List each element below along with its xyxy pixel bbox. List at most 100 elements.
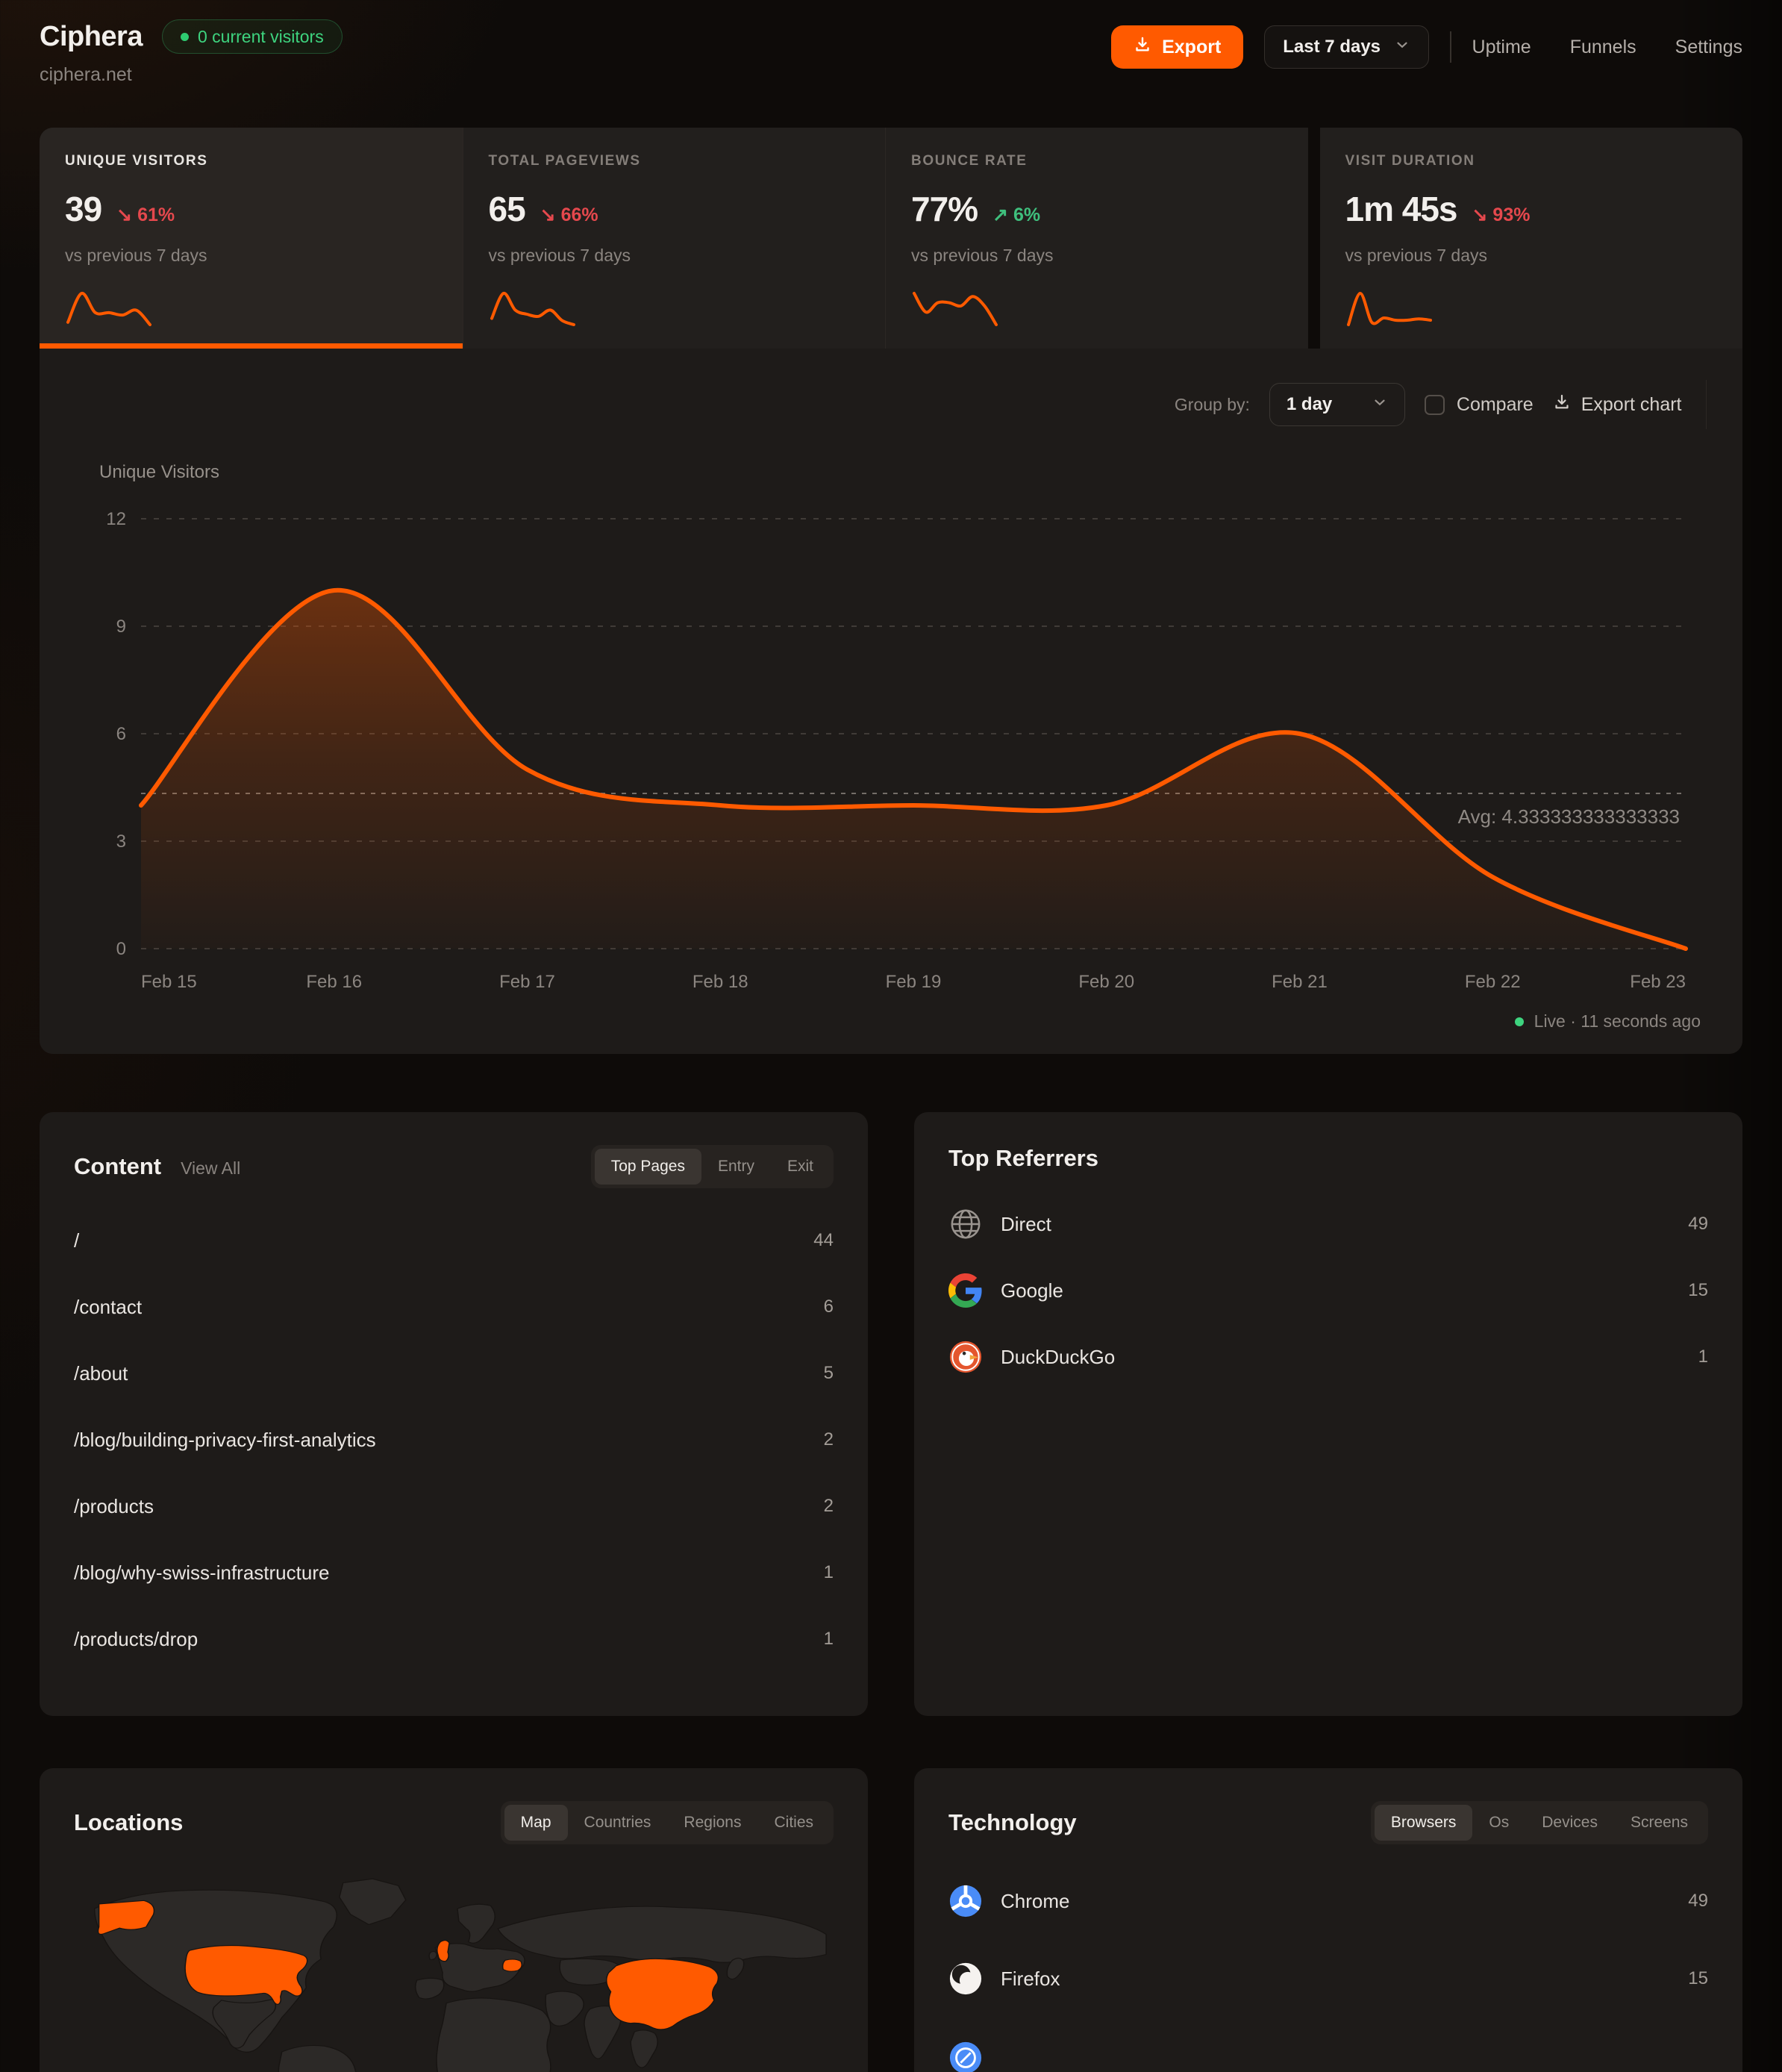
nav-settings[interactable]: Settings <box>1675 36 1742 57</box>
stat-label: VISIT DURATION <box>1345 153 1475 169</box>
tab-browsers[interactable]: Browsers <box>1374 1805 1473 1841</box>
tab-exit[interactable]: Exit <box>771 1149 830 1185</box>
tab-screens[interactable]: Screens <box>1614 1805 1704 1841</box>
current-visitors-badge[interactable]: 0 current visitors <box>161 19 343 54</box>
map-region-alaska <box>97 1900 155 1935</box>
live-status-text: Live · 11 seconds ago <box>1534 1011 1701 1031</box>
trend-down-icon: ↘ <box>1472 205 1488 225</box>
tab-map[interactable]: Map <box>504 1805 568 1841</box>
chart-series-title: Unique Visitors <box>99 462 219 482</box>
compare-toggle[interactable]: Compare <box>1424 393 1534 416</box>
tab-countries[interactable]: Countries <box>568 1805 668 1841</box>
map-region-china <box>605 1958 719 2030</box>
stats-gap <box>1307 128 1320 349</box>
current-visitors-label: 0 current visitors <box>197 26 324 46</box>
tab-regions[interactable]: Regions <box>667 1805 757 1841</box>
header-controls: Export Last 7 days Uptime Funnels Settin… <box>1111 25 1742 69</box>
content-referrers-row: Content View All Top Pages Entry Exit /4… <box>40 1112 1742 1716</box>
svg-text:Feb 17: Feb 17 <box>499 972 555 992</box>
top-pages-list: /44 /contact 6 /about 5 /blog/building-pri… <box>74 1218 834 1683</box>
page-row[interactable]: /products 2 <box>74 1494 834 1517</box>
referrers-list: Direct 49 Google 15 <box>948 1202 1708 1401</box>
stat-value: 1m 45s <box>1345 190 1458 228</box>
compare-label: Compare <box>1456 393 1534 415</box>
browser-row[interactable]: Chrome 49 <box>948 1879 1708 1923</box>
tab-entry[interactable]: Entry <box>701 1149 771 1185</box>
browser-icon <box>949 2041 982 2072</box>
analytics-panel: UNIQUE VISITORS 39 ↘ 61% vs previous 7 d… <box>40 128 1742 1054</box>
referrer-row[interactable]: DuckDuckGo 1 <box>948 1335 1708 1379</box>
technology-tabs: Browsers Os Devices Screens <box>1370 1801 1708 1844</box>
stat-card-visit-duration[interactable]: VISIT DURATION 1m 45s ↘ 93% vs previous … <box>1319 128 1742 349</box>
compare-checkbox[interactable] <box>1424 394 1445 415</box>
svg-text:Feb 22: Feb 22 <box>1465 972 1521 992</box>
browser-row[interactable]: Firefox 15 <box>948 1956 1708 2001</box>
svg-text:Feb 23: Feb 23 <box>1630 972 1686 992</box>
stat-value: 39 <box>65 190 102 228</box>
export-chart-button[interactable]: Export chart <box>1553 393 1682 416</box>
date-range-select[interactable]: Last 7 days <box>1264 25 1430 69</box>
stat-delta: ↘ 61% <box>116 205 175 225</box>
brand-block: Ciphera 0 current visitors ciphera.net <box>40 19 343 86</box>
stat-card-total-pageviews[interactable]: TOTAL PAGEVIEWS 65 ↘ 66% vs previous 7 d… <box>462 128 885 349</box>
export-chart-label: Export chart <box>1581 393 1682 415</box>
live-visitors-dot-icon <box>180 32 189 41</box>
sparkline-chart <box>490 292 575 326</box>
svg-text:Feb 18: Feb 18 <box>693 972 748 992</box>
view-all-link[interactable]: View All <box>181 1158 241 1178</box>
download-icon <box>1553 393 1571 416</box>
chevron-down-icon <box>1372 394 1388 416</box>
locations-panel: Locations Map Countries Regions Cities <box>40 1768 868 2072</box>
tab-devices[interactable]: Devices <box>1525 1805 1614 1841</box>
app-title: Ciphera <box>40 20 143 52</box>
tab-top-pages[interactable]: Top Pages <box>594 1149 701 1185</box>
stat-label: UNIQUE VISITORS <box>65 153 208 169</box>
stat-card-unique-visitors[interactable]: UNIQUE VISITORS 39 ↘ 61% vs previous 7 d… <box>40 128 463 349</box>
trend-up-icon: ↗ <box>992 205 1009 225</box>
main-nav: Uptime Funnels Settings <box>1472 37 1742 58</box>
nav-uptime[interactable]: Uptime <box>1472 36 1531 57</box>
stat-card-bounce-rate[interactable]: BOUNCE RATE 77% ↗ 6% vs previous 7 days <box>885 128 1308 349</box>
tab-os[interactable]: Os <box>1472 1805 1525 1841</box>
trend-down-icon: ↘ <box>540 205 556 225</box>
page-row[interactable]: /contact 6 <box>74 1295 834 1318</box>
browsers-list: Chrome 49 Firefox 15 <box>948 1879 1708 2072</box>
stat-value: 65 <box>488 190 526 228</box>
page-row[interactable]: /blog/why-swiss-infrastructure 1 <box>74 1561 834 1584</box>
referrer-row[interactable]: Google 15 <box>948 1268 1708 1313</box>
svg-text:Feb 16: Feb 16 <box>306 972 362 992</box>
page-row[interactable]: /blog/building-privacy-first-analytics 2 <box>74 1428 834 1451</box>
page-row[interactable]: /products/drop 1 <box>74 1627 834 1650</box>
svg-text:9: 9 <box>116 617 126 637</box>
referrer-row[interactable]: Direct 49 <box>948 1202 1708 1246</box>
sparkline-chart <box>1346 291 1432 326</box>
unique-visitors-line-chart[interactable]: 0 3 6 9 12 Avg: 4.333333333333333 Feb 15 Feb 16… <box>75 487 1707 1010</box>
browser-row[interactable] <box>948 2035 1708 2072</box>
svg-text:0: 0 <box>116 939 126 959</box>
map-region-romania <box>501 1959 522 1972</box>
export-button[interactable]: Export <box>1111 25 1244 69</box>
svg-text:Feb 15: Feb 15 <box>141 972 197 992</box>
google-icon <box>948 1273 982 1308</box>
locations-technology-row: Locations Map Countries Regions Cities <box>40 1768 1742 2072</box>
sparkline-chart <box>66 292 151 326</box>
stat-value: 77% <box>911 190 978 228</box>
group-by-select[interactable]: 1 day <box>1269 383 1405 426</box>
header-divider <box>1450 31 1451 63</box>
nav-funnels[interactable]: Funnels <box>1569 36 1636 57</box>
page-row[interactable]: /44 <box>74 1229 834 1252</box>
locations-tabs: Map Countries Regions Cities <box>500 1801 834 1844</box>
svg-text:Feb 21: Feb 21 <box>1272 972 1328 992</box>
header: Ciphera 0 current visitors ciphera.net E… <box>40 19 1742 86</box>
svg-text:Avg: 4.333333333333333: Avg: 4.333333333333333 <box>1458 805 1680 828</box>
trend-down-icon: ↘ <box>116 205 133 225</box>
content-tabs: Top Pages Entry Exit <box>590 1145 834 1188</box>
map-region-united-kingdom <box>437 1940 450 1962</box>
page-row[interactable]: /about 5 <box>74 1361 834 1385</box>
world-map[interactable] <box>74 1874 834 2072</box>
stat-delta: ↗ 6% <box>992 205 1041 225</box>
chart-section: Group by: 1 day Compare Export chart <box>40 349 1742 1054</box>
tab-cities[interactable]: Cities <box>757 1805 830 1841</box>
stat-compare-label: vs previous 7 days <box>65 246 207 265</box>
map-region-united-states <box>184 1944 308 2005</box>
